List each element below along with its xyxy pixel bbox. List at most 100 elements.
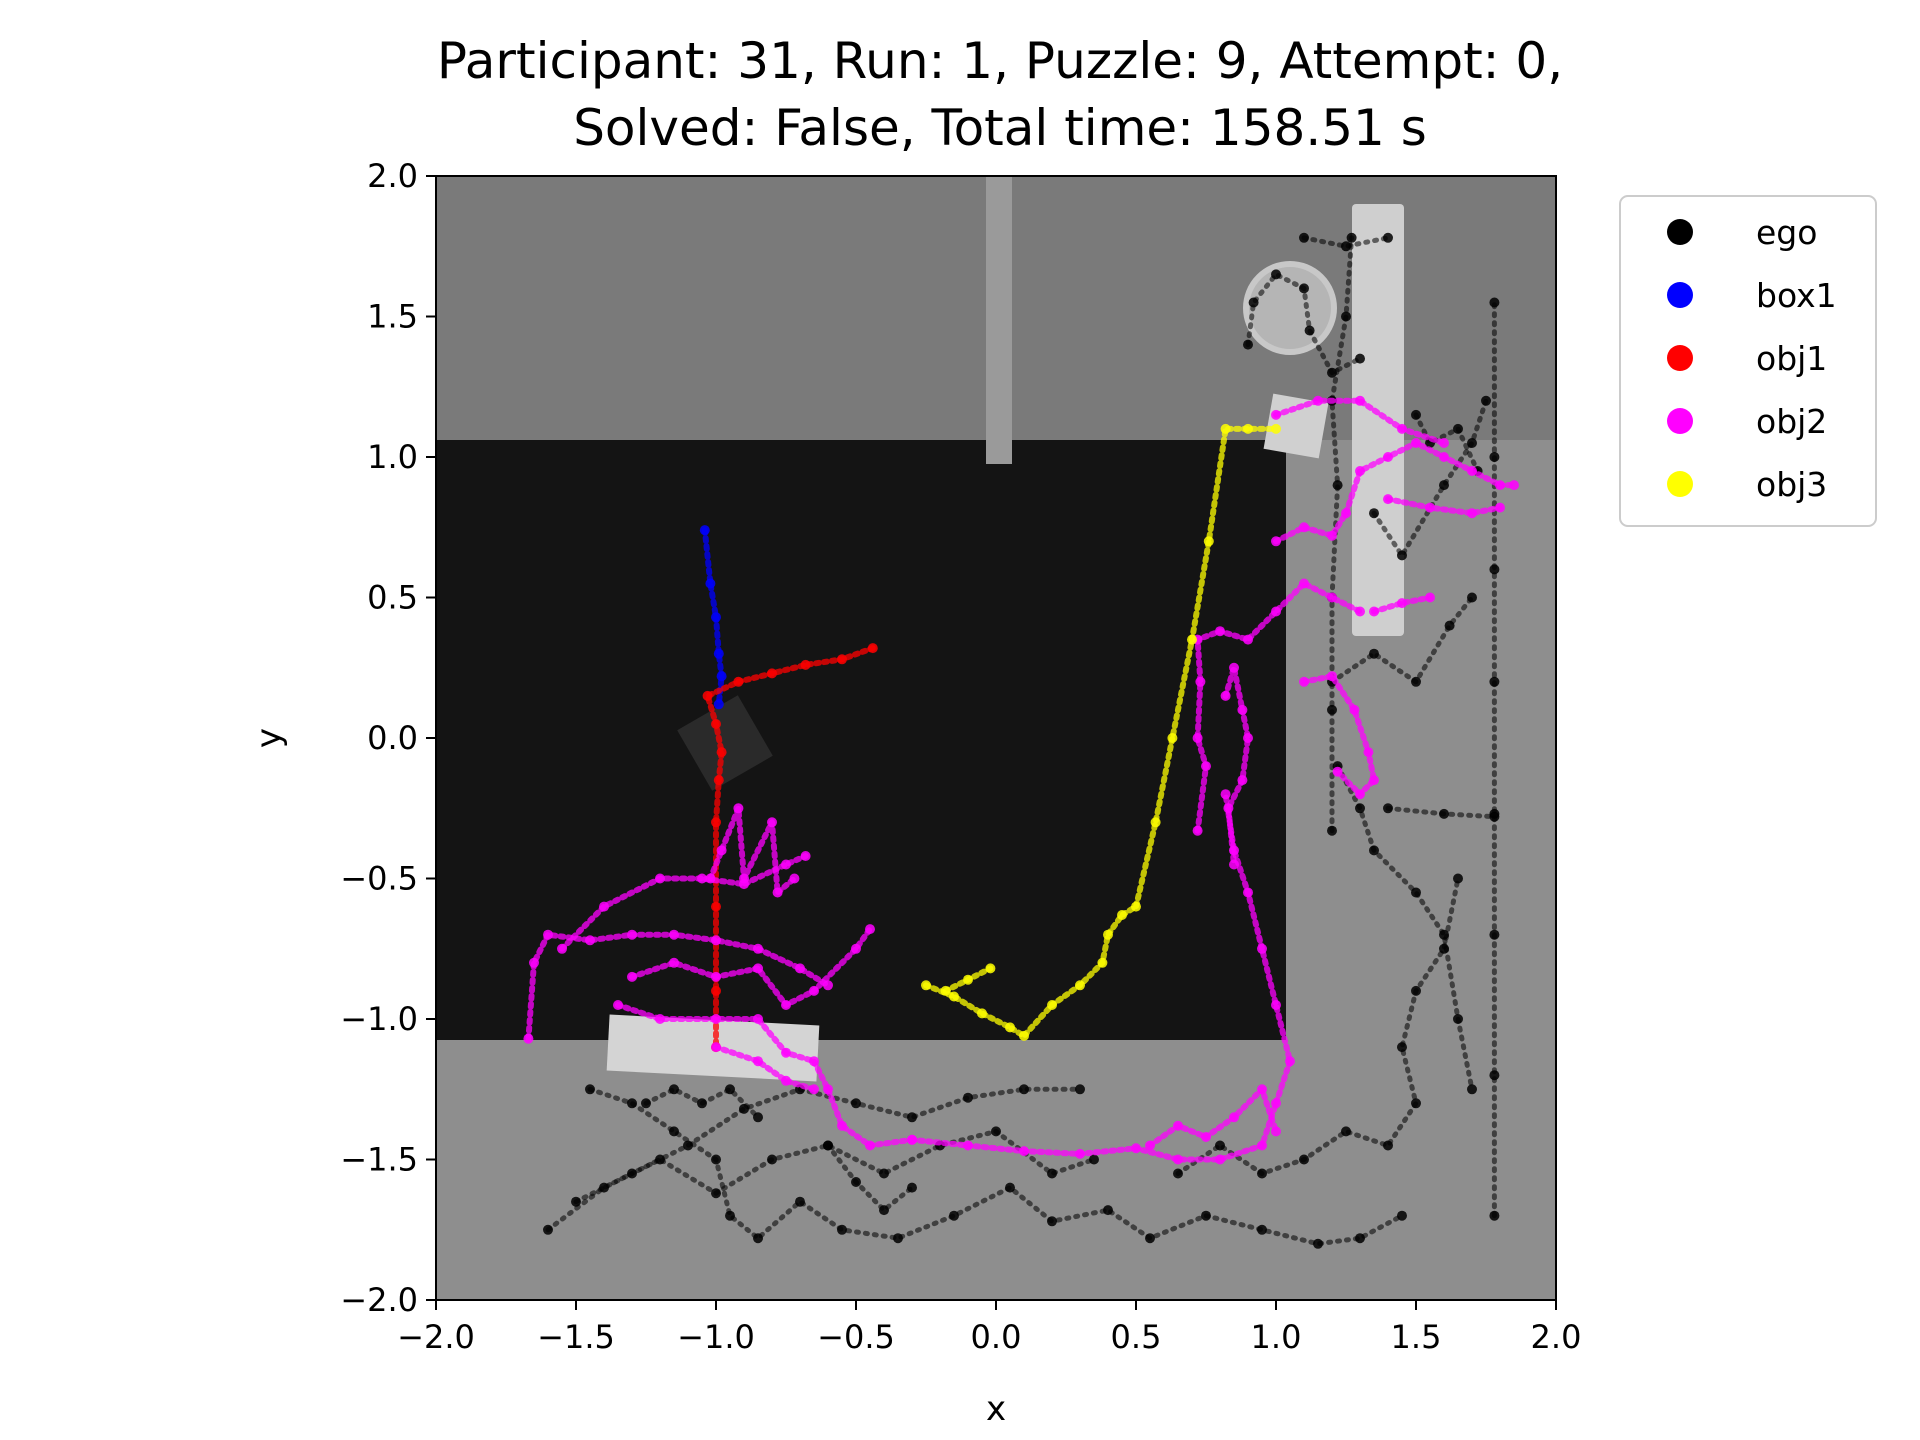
- legend-marker-box1: [1667, 282, 1693, 308]
- ego-point: [1467, 592, 1477, 603]
- ego-point: [543, 1224, 553, 1235]
- ego-point: [1489, 564, 1500, 575]
- obj2-point: [523, 1033, 534, 1044]
- obj2-point: [1341, 508, 1351, 519]
- obj2-point: [809, 985, 819, 996]
- obj1-point: [767, 668, 777, 679]
- obj2-point: [1327, 530, 1337, 541]
- obj2-point: [557, 943, 567, 954]
- ego-point: [1439, 480, 1449, 491]
- obj3-trajectory-0: [923, 425, 1279, 1039]
- ego-point: [893, 1233, 903, 1244]
- obj3-point: [977, 1008, 987, 1019]
- series-ego: [543, 232, 1500, 1249]
- obj2-point: [963, 1140, 973, 1151]
- chart-title-line-1: Participant: 31, Run: 1, Puzzle: 9, Atte…: [437, 32, 1563, 90]
- ego-point: [571, 1196, 581, 1207]
- obj2-point: [627, 971, 637, 982]
- ego-point: [753, 1233, 763, 1244]
- obj2-point: [781, 1047, 791, 1058]
- obj2-point: [1229, 1112, 1239, 1123]
- obj2-point: [1220, 690, 1231, 701]
- ego-point: [767, 1154, 777, 1165]
- x-tick-label: 1.0: [1251, 1318, 1302, 1356]
- obj2-point: [1439, 438, 1449, 448]
- ego-point: [1271, 269, 1281, 280]
- y-axis-label: y: [249, 728, 289, 748]
- obj2-point: [1383, 452, 1393, 462]
- ego-point: [1397, 1042, 1407, 1053]
- ego-point: [1005, 1182, 1015, 1193]
- ego-point: [1145, 1233, 1155, 1244]
- obj2-point: [1223, 803, 1234, 814]
- ego-point: [1369, 508, 1379, 519]
- obj2-point: [1285, 1056, 1295, 1067]
- ego-point: [1411, 409, 1421, 420]
- obj2-point: [1355, 466, 1365, 476]
- ego-point: [1215, 1140, 1225, 1151]
- obj2-point: [1243, 733, 1253, 743]
- y-tick-label: 2.0: [367, 157, 418, 195]
- obj2-point: [753, 1056, 763, 1067]
- obj2-point: [1495, 480, 1505, 491]
- obj2-point: [1271, 1000, 1281, 1010]
- ego-point: [1453, 873, 1463, 884]
- ego-point: [1327, 704, 1337, 715]
- obj2-point: [1271, 606, 1281, 617]
- ego-point: [1075, 1084, 1085, 1095]
- obj2-point: [1299, 676, 1309, 687]
- ego-point: [1089, 1154, 1099, 1165]
- ego-point: [1383, 232, 1393, 243]
- obj2-point: [599, 901, 609, 912]
- y-tick-label: −1.5: [340, 1141, 418, 1179]
- obj3-point: [1103, 929, 1113, 940]
- ego-trajectory-3: [1175, 876, 1461, 1176]
- box1-point: [711, 612, 721, 623]
- y-tick-label: −0.5: [340, 860, 418, 898]
- obj2-point: [529, 957, 539, 968]
- y-tick-label: 0.0: [367, 719, 418, 757]
- ego-trajectory-2: [545, 1128, 1097, 1233]
- dark-box: [677, 695, 773, 791]
- ego-point: [599, 1182, 609, 1193]
- obj2-point: [1145, 1140, 1155, 1151]
- obj2-point: [711, 1042, 721, 1053]
- obj3-point: [1150, 817, 1161, 828]
- obj3-point: [985, 963, 996, 974]
- obj2-point: [800, 851, 811, 861]
- obj2-point: [781, 1075, 791, 1086]
- ego-point: [1355, 353, 1365, 364]
- series-box1: [699, 525, 727, 710]
- y-tick-label: 1.0: [367, 438, 418, 476]
- obj1-point: [867, 643, 878, 654]
- y-tick-label: −1.0: [340, 1000, 418, 1038]
- ego-point: [711, 1154, 721, 1165]
- obj1-point: [711, 817, 721, 828]
- obj2-point: [1195, 676, 1206, 687]
- obj2-point: [837, 1120, 847, 1131]
- ego-point: [1248, 297, 1259, 308]
- ego-point: [1411, 985, 1421, 996]
- obj2-point: [1201, 761, 1211, 772]
- ego-point: [1047, 1216, 1057, 1227]
- ego-point: [823, 1140, 833, 1151]
- obj3-point: [1117, 910, 1127, 920]
- white-box-top-right: [1352, 204, 1404, 636]
- obj3-point: [949, 991, 959, 1002]
- ego-point: [851, 1177, 861, 1187]
- obj2-point: [1271, 536, 1281, 547]
- obj2-point: [753, 963, 763, 974]
- ego-point: [907, 1112, 917, 1123]
- obj2-trajectory-7: [1147, 1086, 1279, 1149]
- ego-point: [1489, 1070, 1500, 1081]
- obj2-point: [1019, 1146, 1029, 1157]
- ego-point: [753, 1112, 763, 1123]
- ego-point: [1299, 1154, 1309, 1165]
- legend-marker-obj2: [1667, 408, 1693, 434]
- obj2-point: [1397, 598, 1407, 609]
- obj1-point: [711, 719, 721, 729]
- ego-point: [1327, 825, 1337, 836]
- obj2-point: [1075, 1148, 1085, 1159]
- ego-point: [1341, 1126, 1351, 1137]
